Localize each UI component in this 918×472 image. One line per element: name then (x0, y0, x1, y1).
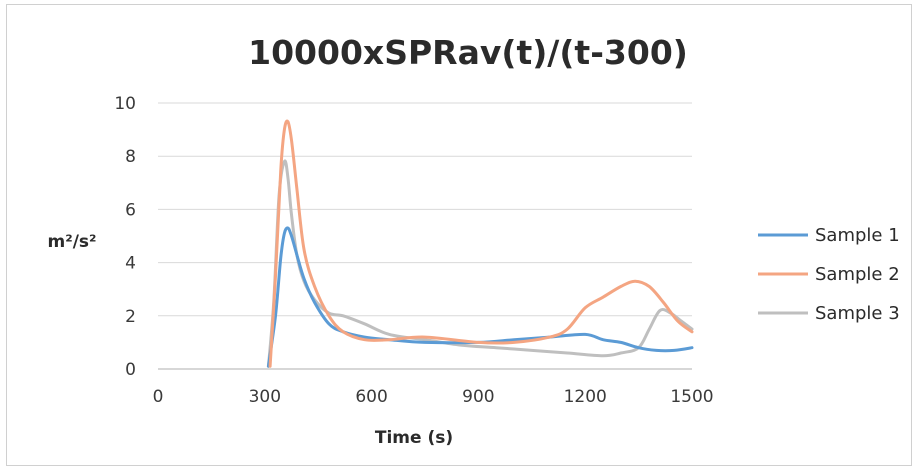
x-tick-label: 1200 (564, 387, 607, 407)
y-tick-label: 4 (125, 254, 136, 274)
y-tick-label: 0 (125, 360, 136, 380)
series-line-1 (266, 226, 694, 368)
x-tick-label: 0 (153, 387, 164, 407)
legend-label: Sample 2 (815, 264, 900, 285)
y-tick-label: 8 (125, 147, 136, 167)
x-tick-label: 600 (355, 387, 387, 407)
chart-title: 10000xSPRav(t)/(t-300) (248, 33, 688, 72)
y-tick-label: 10 (114, 94, 136, 114)
tick-labels: 0 2 4 6 8 10 0 300 600 900 1200 1500 (114, 94, 713, 407)
x-tick-label: 900 (462, 387, 494, 407)
x-axis-title: Time (s) (375, 428, 453, 448)
legend-label: Sample 3 (815, 303, 900, 324)
gridlines (158, 102, 692, 317)
y-tick-label: 2 (125, 307, 136, 327)
legend: Sample 1 Sample 2 Sample 3 (758, 225, 900, 324)
series-line-2 (268, 119, 694, 368)
series-line-3 (266, 159, 694, 368)
x-tick-label: 1500 (670, 387, 713, 407)
y-tick-label: 6 (125, 200, 136, 220)
y-axis-title: m²/s² (48, 232, 97, 252)
series-lines (266, 119, 694, 368)
x-tick-label: 300 (249, 387, 281, 407)
chart-frame (6, 4, 912, 466)
legend-label: Sample 1 (815, 225, 900, 246)
